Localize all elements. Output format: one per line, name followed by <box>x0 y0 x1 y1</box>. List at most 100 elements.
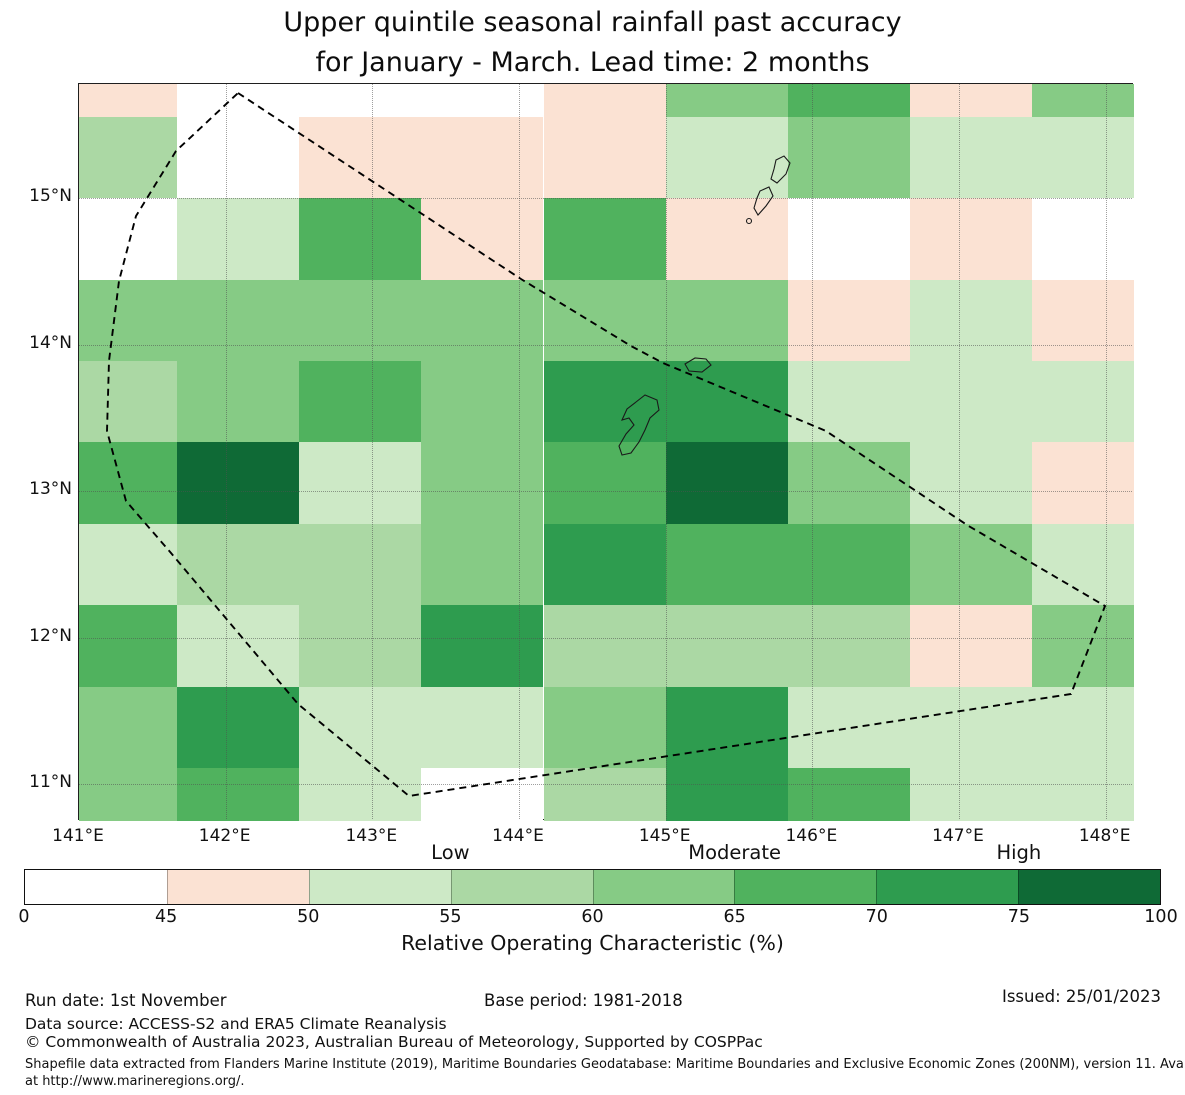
roc-grid-cell <box>79 198 177 280</box>
latitude-gridline <box>79 198 1132 200</box>
colorbar-segment-0-45 <box>25 870 167 904</box>
roc-grid-cell <box>299 279 422 361</box>
longitude-gridline <box>372 84 374 819</box>
roc-grid-cell <box>421 767 544 821</box>
roc-grid-cell <box>421 116 544 199</box>
roc-grid-cell <box>176 84 299 117</box>
footer-shapefile-note-line-1: Shapefile data extracted from Flanders M… <box>25 1057 1185 1072</box>
colorbar-band-label-low: Low <box>431 841 470 864</box>
roc-grid-cell <box>1032 116 1134 199</box>
roc-grid-cell <box>543 116 666 199</box>
roc-grid-cell <box>787 767 911 821</box>
roc-grid-cell <box>665 198 788 280</box>
roc-grid-cell <box>910 84 1033 117</box>
map-plot-area <box>78 83 1134 821</box>
roc-grid-cell <box>665 686 788 768</box>
roc-grid-cell <box>299 442 422 524</box>
roc-grid-cell <box>1032 605 1134 687</box>
roc-grid-cell <box>421 605 544 687</box>
colorbar-boundary-value: 45 <box>154 907 178 927</box>
tinian-island-outline <box>753 186 774 216</box>
longitude-gridline <box>812 84 814 819</box>
roc-grid-cell <box>910 198 1033 280</box>
roc-grid-cell <box>176 198 299 280</box>
rota-island-outline <box>684 357 712 373</box>
roc-grid-cell <box>910 116 1033 199</box>
latitude-gridline <box>79 344 1132 346</box>
x-tick-label: 146°E <box>785 826 838 846</box>
roc-grid-cell <box>299 84 422 117</box>
roc-grid-cell <box>176 686 299 768</box>
colorbar-segment-65-70 <box>734 870 877 904</box>
map-overlay <box>106 91 1107 798</box>
roc-grid-cell <box>299 361 422 443</box>
roc-grid-cell <box>665 523 788 606</box>
roc-grid-cell <box>665 767 788 821</box>
roc-grid-cell <box>79 279 177 361</box>
x-tick-label: 142°E <box>198 826 251 846</box>
colorbar-boundary-value: 65 <box>723 907 746 927</box>
roc-grid-cell <box>543 84 666 117</box>
roc-grid-cell <box>787 198 911 280</box>
roc-grid-cell <box>543 605 666 687</box>
colorbar-segment-50-55 <box>308 870 451 904</box>
roc-grid-cell <box>543 686 666 768</box>
roc-grid-cell <box>543 442 666 524</box>
roc-grid-cell <box>910 605 1033 687</box>
roc-grid-cell <box>543 523 666 606</box>
roc-grid-cell <box>665 442 788 524</box>
roc-grid-cell <box>421 361 544 443</box>
roc-grid-cell <box>299 605 422 687</box>
y-tick-label: 14°N <box>29 332 72 353</box>
roc-grid-cell <box>421 84 544 117</box>
longitude-gridline <box>225 84 227 819</box>
roc-grid-cell <box>543 198 666 280</box>
y-tick-label: 11°N <box>29 772 72 793</box>
colorbar-boundary-value: 70 <box>865 907 888 927</box>
roc-grid-cell <box>299 116 422 199</box>
chart-title-line-2: for January - March. Lead time: 2 months <box>315 47 870 78</box>
latitude-gridline <box>79 784 1132 786</box>
guam-island-outline <box>618 394 660 456</box>
roc-grid-cell <box>79 767 177 821</box>
roc-grid-cell <box>543 279 666 361</box>
roc-grid-cell <box>787 361 911 443</box>
y-tick-label: 15°N <box>29 186 72 207</box>
x-tick-label: 145°E <box>638 826 691 846</box>
x-tick-label: 144°E <box>492 826 544 846</box>
saipan-island-outline <box>770 155 791 184</box>
roc-grid-cell <box>79 361 177 443</box>
colorbar-band-label-moderate: Moderate <box>688 841 781 864</box>
footer-data-source: Data source: ACCESS-S2 and ERA5 Climate … <box>25 1015 447 1033</box>
colorbar-segment-45-50 <box>166 870 309 904</box>
roc-grid-cell <box>421 442 544 524</box>
roc-grid-cell <box>1032 361 1134 443</box>
roc-grid-cell <box>787 84 911 117</box>
roc-grid-cell <box>1032 279 1134 361</box>
longitude-gridline <box>1105 84 1107 819</box>
chart-title: Upper quintile seasonal rainfall past ac… <box>0 3 1185 83</box>
roc-grid-cell <box>665 116 788 199</box>
footer-base-period: Base period: 1981-2018 <box>484 991 683 1010</box>
roc-grid-cell <box>787 686 911 768</box>
x-tick-label: 141°E <box>52 826 104 846</box>
eez-boundary-line <box>106 91 1107 798</box>
roc-grid-cell <box>176 523 299 606</box>
chart-title-line-1: Upper quintile seasonal rainfall past ac… <box>283 7 902 38</box>
x-tick-label: 148°E <box>1078 826 1131 846</box>
roc-grid-cell <box>787 279 911 361</box>
colorbar-segment-75-100 <box>1018 870 1160 904</box>
roc-grid-cell <box>79 686 177 768</box>
roc-grid-cell <box>1032 523 1134 606</box>
roc-grid-cell <box>910 361 1033 443</box>
latitude-gridline <box>79 637 1132 639</box>
roc-grid-cell <box>665 361 788 443</box>
roc-grid-cell <box>299 523 422 606</box>
roc-grid-cell <box>1032 686 1134 768</box>
colorbar-boundary-value: 50 <box>297 907 320 927</box>
roc-grid-cell <box>910 686 1033 768</box>
roc-grid-cell <box>543 767 666 821</box>
longitude-gridline <box>959 84 961 819</box>
roc-grid-cell <box>910 767 1033 821</box>
